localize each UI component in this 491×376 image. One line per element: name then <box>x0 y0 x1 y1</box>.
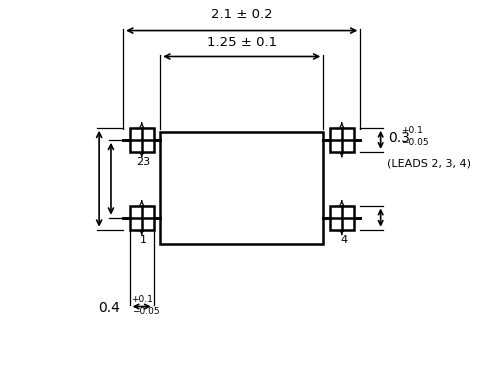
Bar <box>330 128 354 152</box>
Text: 1: 1 <box>140 235 147 245</box>
Text: −0.05: −0.05 <box>401 138 429 147</box>
Text: 0.4: 0.4 <box>99 302 120 315</box>
Text: 0.3: 0.3 <box>388 131 410 145</box>
Text: +0.1: +0.1 <box>401 126 423 135</box>
Bar <box>130 128 154 152</box>
Bar <box>130 206 154 230</box>
Text: 23: 23 <box>136 158 151 167</box>
Text: −0.05: −0.05 <box>132 307 159 316</box>
Text: 2.1 ± 0.2: 2.1 ± 0.2 <box>211 8 273 21</box>
Text: (LEADS 2, 3, 4): (LEADS 2, 3, 4) <box>387 158 471 168</box>
Bar <box>330 206 354 230</box>
Text: 4: 4 <box>340 235 347 245</box>
Text: 1.25 ± 0.1: 1.25 ± 0.1 <box>207 36 277 49</box>
Text: +0.1: +0.1 <box>132 294 153 303</box>
Bar <box>160 132 323 244</box>
